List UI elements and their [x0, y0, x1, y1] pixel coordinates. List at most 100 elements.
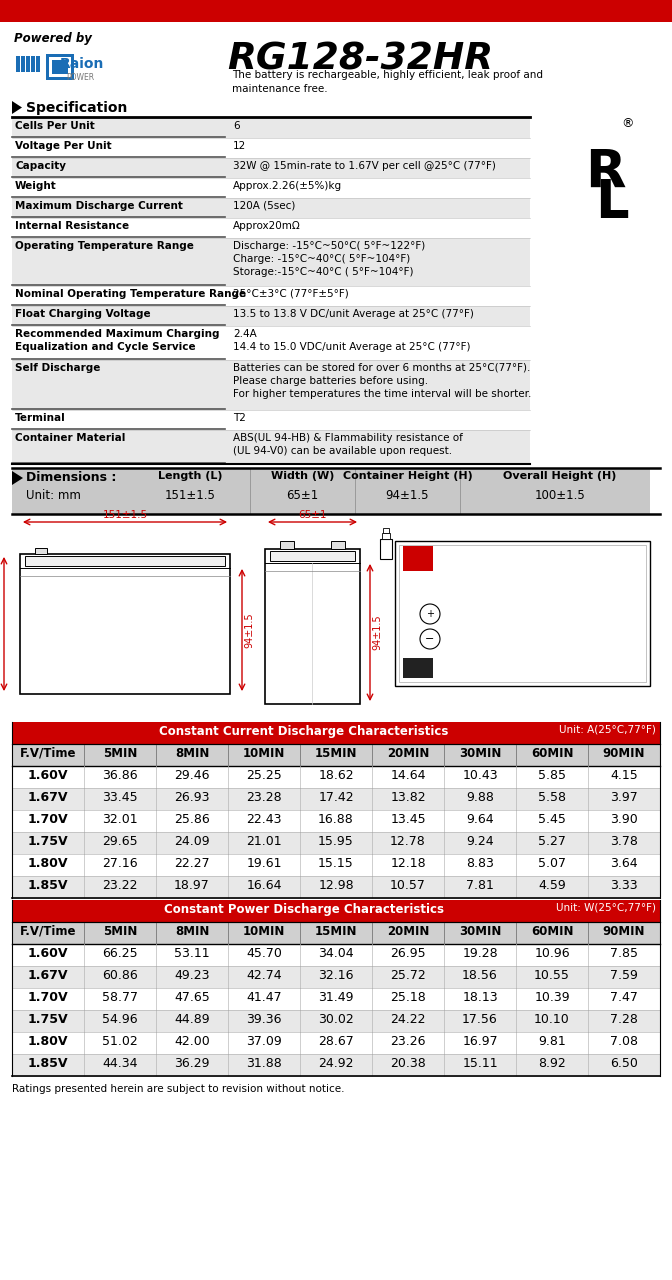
- Text: F.V/Time: F.V/Time: [19, 748, 76, 760]
- Bar: [12, 430, 530, 463]
- Text: 51.02: 51.02: [102, 1036, 138, 1048]
- Text: 31.49: 31.49: [319, 991, 353, 1004]
- Text: 15.95: 15.95: [318, 835, 354, 847]
- Bar: [12, 788, 660, 810]
- Text: 32W @ 15min-rate to 1.67V per cell @25°C (77°F): 32W @ 15min-rate to 1.67V per cell @25°C…: [233, 161, 496, 172]
- Text: 17.42: 17.42: [318, 791, 354, 804]
- Text: Voltage Per Unit: Voltage Per Unit: [15, 141, 112, 151]
- Text: 1.67V: 1.67V: [28, 791, 69, 804]
- Text: 4.59: 4.59: [538, 879, 566, 892]
- Text: 24.92: 24.92: [319, 1057, 353, 1070]
- Text: 5.45: 5.45: [538, 813, 566, 826]
- Bar: [12, 178, 530, 198]
- Text: 1.67V: 1.67V: [28, 969, 69, 982]
- Text: Operating Temperature Range: Operating Temperature Range: [15, 241, 194, 251]
- Text: Approx.2.26(±5%)kg: Approx.2.26(±5%)kg: [233, 180, 342, 191]
- Text: 9.64: 9.64: [466, 813, 494, 826]
- Text: 24.22: 24.22: [390, 1012, 426, 1027]
- Text: 12: 12: [233, 141, 246, 151]
- Text: 15MIN: 15MIN: [314, 925, 358, 938]
- Bar: [52, 60, 68, 74]
- Text: Unit: mm: Unit: mm: [26, 489, 81, 502]
- Text: 15.15: 15.15: [318, 858, 354, 870]
- Text: 4.15: 4.15: [610, 769, 638, 782]
- Text: 8MIN: 8MIN: [175, 748, 209, 760]
- Text: 41.47: 41.47: [246, 991, 282, 1004]
- Text: 36.29: 36.29: [174, 1057, 210, 1070]
- Bar: [12, 285, 530, 306]
- Text: 23.28: 23.28: [246, 791, 282, 804]
- Text: 7.85: 7.85: [610, 947, 638, 960]
- Bar: [12, 765, 660, 788]
- Text: Overall Height (H): Overall Height (H): [503, 471, 617, 481]
- Text: 24.09: 24.09: [174, 835, 210, 847]
- Bar: [12, 326, 530, 360]
- Bar: [12, 238, 530, 285]
- Text: Dimensions :: Dimensions :: [26, 471, 116, 484]
- Bar: [35, 548, 47, 554]
- Bar: [21, 56, 25, 72]
- Text: 7.81: 7.81: [466, 879, 494, 892]
- Text: 5MIN: 5MIN: [103, 925, 137, 938]
- Text: 18.56: 18.56: [462, 969, 498, 982]
- Text: 22.27: 22.27: [174, 858, 210, 870]
- Text: 94±1.5: 94±1.5: [372, 614, 382, 650]
- Bar: [12, 854, 660, 876]
- Text: Self Discharge: Self Discharge: [15, 364, 100, 372]
- Text: 1.80V: 1.80V: [28, 858, 69, 870]
- Bar: [12, 157, 530, 178]
- Text: 20MIN: 20MIN: [387, 748, 429, 760]
- Text: ABS(UL 94-HB) & Flammability resistance of
(UL 94-V0) can be available upon requ: ABS(UL 94-HB) & Flammability resistance …: [233, 433, 463, 456]
- Text: 10MIN: 10MIN: [243, 925, 285, 938]
- Text: 60MIN: 60MIN: [531, 748, 573, 760]
- Text: T2: T2: [233, 413, 246, 422]
- Bar: [12, 468, 650, 515]
- Text: Powered by: Powered by: [14, 32, 92, 45]
- Text: 5.58: 5.58: [538, 791, 566, 804]
- Text: 3.97: 3.97: [610, 791, 638, 804]
- Text: 5MIN: 5MIN: [103, 748, 137, 760]
- Text: 65±1: 65±1: [286, 489, 319, 502]
- Text: 66.25: 66.25: [102, 947, 138, 960]
- Text: 6.50: 6.50: [610, 1057, 638, 1070]
- Text: 47.65: 47.65: [174, 991, 210, 1004]
- Text: 94±1.5: 94±1.5: [244, 612, 254, 648]
- Text: 23.22: 23.22: [102, 879, 138, 892]
- Text: Width (W): Width (W): [271, 471, 334, 481]
- Text: 26.95: 26.95: [390, 947, 426, 960]
- Text: 8.83: 8.83: [466, 858, 494, 870]
- Bar: [12, 360, 530, 410]
- Text: 3.90: 3.90: [610, 813, 638, 826]
- Text: 94±1.5: 94±1.5: [386, 489, 429, 502]
- Text: 22.43: 22.43: [246, 813, 282, 826]
- Bar: [403, 658, 433, 678]
- Text: 17.56: 17.56: [462, 1012, 498, 1027]
- Bar: [395, 541, 650, 686]
- Text: Raion: Raion: [60, 58, 104, 70]
- Bar: [12, 1053, 660, 1076]
- Text: 65±1: 65±1: [298, 509, 327, 520]
- Text: 18.13: 18.13: [462, 991, 498, 1004]
- Text: 16.88: 16.88: [318, 813, 354, 826]
- Bar: [12, 410, 530, 430]
- Text: Length (L): Length (L): [158, 471, 222, 481]
- Text: 5.07: 5.07: [538, 858, 566, 870]
- Text: Unit: A(25°C,77°F): Unit: A(25°C,77°F): [559, 724, 656, 735]
- Text: 12.98: 12.98: [318, 879, 354, 892]
- Bar: [12, 1032, 660, 1053]
- Bar: [12, 306, 530, 326]
- Text: 53.11: 53.11: [174, 947, 210, 960]
- Bar: [12, 945, 660, 966]
- Bar: [36, 56, 40, 72]
- Bar: [0, 0, 672, 22]
- Text: L: L: [595, 177, 628, 229]
- Text: 54.96: 54.96: [102, 1012, 138, 1027]
- Bar: [31, 56, 35, 72]
- Bar: [280, 541, 294, 549]
- Text: 13.82: 13.82: [390, 791, 426, 804]
- Text: 1.75V: 1.75V: [28, 835, 69, 847]
- Text: Container Height (H): Container Height (H): [343, 471, 472, 481]
- Text: Nominal Operating Temperature Range: Nominal Operating Temperature Range: [15, 289, 246, 300]
- Text: Specification: Specification: [26, 101, 128, 115]
- Text: Capacity: Capacity: [15, 161, 66, 172]
